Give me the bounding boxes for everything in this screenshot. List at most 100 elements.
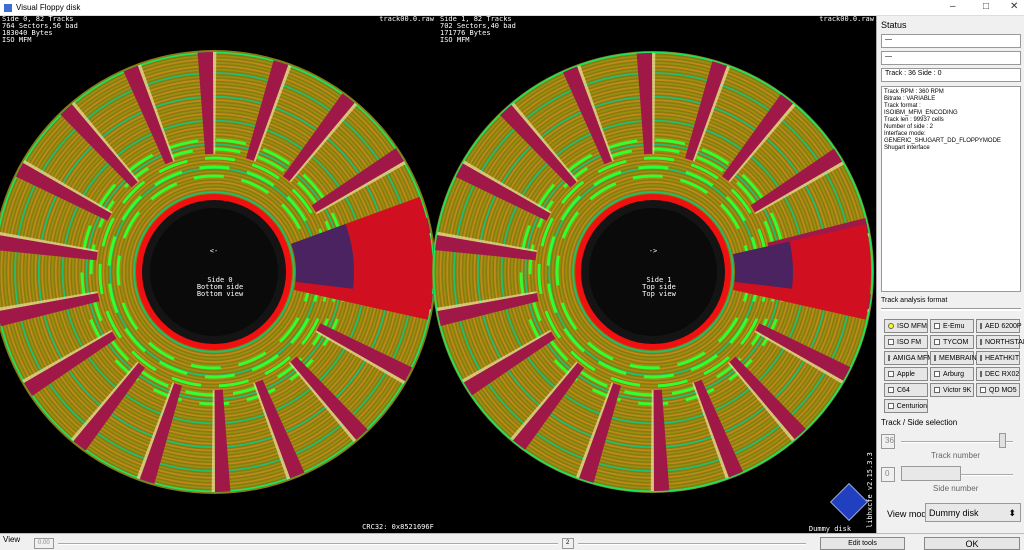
sector-gap: [500, 104, 577, 188]
option-check: [934, 387, 940, 393]
status-line: Bitrate : VARIABLE: [884, 96, 936, 102]
sector-gap: [245, 60, 289, 161]
side-field[interactable]: 0: [881, 467, 895, 482]
sector-id: [71, 101, 140, 182]
sector-id: [462, 329, 552, 383]
sector-id: [462, 160, 552, 214]
format-option[interactable]: NORTHSTAR: [976, 335, 1024, 349]
maximize-button[interactable]: □: [983, 1, 990, 12]
option-check: [888, 355, 890, 361]
sector-id: [692, 382, 729, 479]
sector-gap: [311, 148, 405, 213]
sector-id: [137, 64, 175, 162]
status-line: Track len : 99937 cells: [884, 117, 944, 123]
sector-id: [727, 362, 795, 442]
divider: [881, 308, 1021, 311]
sector-gap: [139, 383, 183, 484]
option-label: Centurion: [896, 402, 927, 410]
view-mode-select[interactable]: Dummy disk ⬍: [925, 503, 1021, 522]
disk-name: Dummy disk: [809, 525, 852, 533]
disk-hub-inner: [589, 208, 717, 336]
status-line: ISOIBM_MFM_ENCODING: [884, 110, 958, 116]
format-option[interactable]: MEMBRAIN: [930, 351, 977, 365]
sector-gap: [290, 356, 368, 440]
option-check: [934, 339, 940, 345]
track-slider[interactable]: [901, 441, 1013, 443]
sector-gap: [562, 66, 613, 165]
format-option[interactable]: HEATHKIT: [976, 351, 1020, 365]
format-option[interactable]: E-Emu: [930, 319, 974, 333]
page-slider[interactable]: [578, 543, 806, 545]
sector-gap: [123, 65, 174, 165]
sector-gap: [755, 323, 851, 381]
side-label: Side number: [933, 484, 979, 493]
format-option[interactable]: DEC RX02: [976, 367, 1020, 381]
side-label: Bottom side: [197, 283, 243, 291]
disk-info: 183040 Bytes: [2, 29, 53, 37]
ok-button[interactable]: OK: [924, 537, 1020, 550]
option-check: [980, 371, 982, 377]
option-label: AMIGA MFM: [893, 354, 934, 362]
side-arrow: ->: [649, 247, 657, 255]
title-bar: Visual Floppy disk – □ ✕: [0, 0, 1024, 16]
zoom-slider[interactable]: [58, 543, 558, 545]
track-field[interactable]: 36: [881, 434, 895, 449]
format-option[interactable]: Victor 9K: [930, 383, 974, 397]
side-slider-thumb[interactable]: [901, 466, 961, 481]
format-option[interactable]: AED 6200P: [976, 319, 1022, 333]
status-details: Track RPM : 360 RPM Bitrate : VARIABLE Tra…: [881, 86, 1021, 292]
sector-id: [70, 361, 139, 442]
option-label: QD MO5: [989, 386, 1017, 394]
sector-id: [289, 102, 358, 183]
status-line: Track RPM : 360 RPM: [884, 89, 944, 95]
format-option[interactable]: AMIGA MFM: [884, 351, 933, 365]
format-option[interactable]: Arburg: [930, 367, 974, 381]
track-ring: [432, 51, 874, 493]
option-check: [934, 323, 940, 329]
option-label: ISO FM: [897, 338, 922, 346]
sector-gap: [684, 61, 727, 161]
zoom-field[interactable]: 0.00: [34, 538, 54, 549]
sector-gap: [721, 94, 794, 182]
disk-hub-inner: [150, 208, 278, 336]
format-option[interactable]: QD MO5: [976, 383, 1020, 397]
sector-gap: [455, 163, 551, 221]
sector-id: [22, 329, 113, 383]
option-check: [888, 403, 894, 409]
sector-id: [288, 362, 357, 443]
format-option[interactable]: ISO MFM: [884, 319, 928, 333]
file-name: track00.0.raw: [379, 16, 435, 23]
track-ring: [572, 191, 734, 353]
format-option[interactable]: C64: [884, 383, 928, 397]
side-panel: Status Track analysis format Track / Sid…: [876, 16, 1024, 533]
disk-info: ISO MFM: [2, 36, 32, 44]
status-line: Number of side : 2: [884, 124, 934, 130]
minimize-button[interactable]: –: [950, 1, 956, 12]
page-field[interactable]: 2: [562, 538, 574, 549]
side-label: Side 0: [207, 276, 232, 284]
format-option[interactable]: ISO FM: [884, 335, 928, 349]
sector-id: [253, 382, 291, 480]
crc-label: CRC32: 0x8521696F: [362, 523, 434, 531]
track-slider-thumb[interactable]: [999, 433, 1006, 448]
sector-id: [511, 102, 579, 182]
sector-gap: [73, 362, 146, 451]
sector-gap: [254, 379, 305, 479]
close-button[interactable]: ✕: [1010, 1, 1019, 12]
sector-gap: [579, 383, 622, 483]
edit-tools-button[interactable]: Edit tools: [820, 537, 905, 550]
option-check: [888, 387, 894, 393]
format-option[interactable]: Centurion: [884, 399, 928, 413]
window-title: Visual Floppy disk: [16, 3, 81, 12]
sector-id: [510, 361, 578, 441]
sector-gap: [729, 356, 806, 440]
sector-id: [315, 161, 406, 215]
sector-id: [437, 231, 538, 253]
option-check: [934, 355, 936, 361]
option-check: [980, 355, 982, 361]
format-option[interactable]: TYCOM: [930, 335, 974, 349]
sector-gap: [60, 104, 138, 188]
sector-id: [211, 389, 215, 492]
format-option[interactable]: Apple: [884, 367, 928, 381]
